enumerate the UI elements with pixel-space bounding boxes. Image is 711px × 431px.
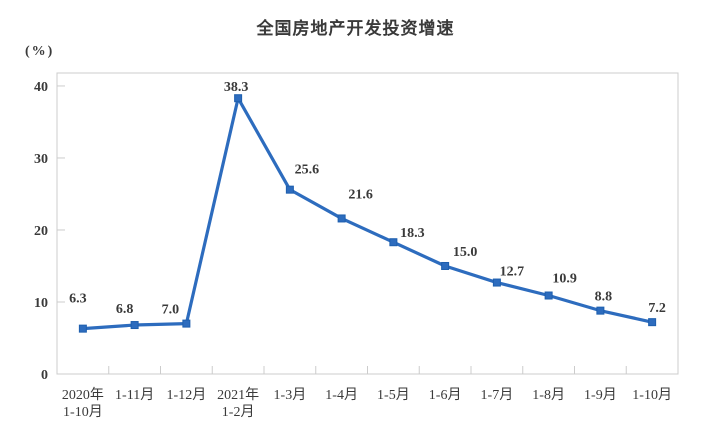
y-axis-tick-label: 20 — [34, 224, 48, 239]
data-point-marker — [285, 185, 294, 194]
data-point-marker — [492, 278, 501, 287]
data-label: 25.6 — [295, 163, 320, 178]
data-label: 21.6 — [348, 187, 373, 202]
data-line — [81, 96, 654, 331]
y-axis-tick-label: 0 — [41, 368, 48, 383]
data-label: 12.7 — [500, 265, 525, 280]
data-point-marker — [78, 324, 87, 333]
data-point-marker — [596, 306, 605, 315]
x-axis-label: 1-8月 — [532, 387, 565, 403]
x-axis-label: 1-3月 — [274, 387, 307, 403]
y-axis-unit-label: (%) — [25, 44, 55, 59]
x-axis-label: 1-11月 — [115, 387, 154, 403]
x-axis-label: 1-6月 — [429, 387, 462, 403]
data-point-marker — [130, 321, 139, 330]
y-axis-tick-label: 30 — [34, 152, 48, 167]
data-label: 38.3 — [224, 80, 249, 95]
x-axis-label: 2021年 1-2月 — [217, 387, 259, 420]
data-point-marker — [389, 238, 398, 247]
data-point-marker — [648, 318, 657, 327]
data-point-marker — [441, 261, 450, 270]
data-point-marker — [182, 319, 191, 328]
x-axis-label: 1-4月 — [325, 387, 358, 403]
x-axis-label: 1-10月 — [632, 387, 672, 403]
data-label: 7.2 — [648, 301, 666, 316]
data-point-marker — [337, 214, 346, 223]
data-label: 10.9 — [552, 272, 577, 287]
data-point-marker — [234, 94, 243, 103]
y-axis-tick-label: 10 — [34, 296, 48, 311]
data-label: 7.0 — [162, 303, 180, 318]
x-axis-label: 1-7月 — [481, 387, 514, 403]
x-axis-label: 1-12月 — [167, 387, 207, 403]
x-axis-label: 1-5月 — [377, 387, 410, 403]
plot-border — [56, 72, 679, 375]
data-point-marker — [544, 291, 553, 300]
chart-title: 全国房地产开发投资增速 — [256, 19, 455, 38]
x-axis-label: 1-9月 — [584, 387, 617, 403]
data-label: 8.8 — [595, 290, 613, 305]
data-label: 6.8 — [116, 302, 134, 317]
y-axis-tick-label: 40 — [34, 80, 48, 95]
x-axis-label: 2020年 1-10月 — [62, 387, 104, 420]
data-label: 18.3 — [400, 226, 425, 241]
data-label: 15.0 — [453, 245, 478, 260]
data-label: 6.3 — [69, 292, 87, 307]
